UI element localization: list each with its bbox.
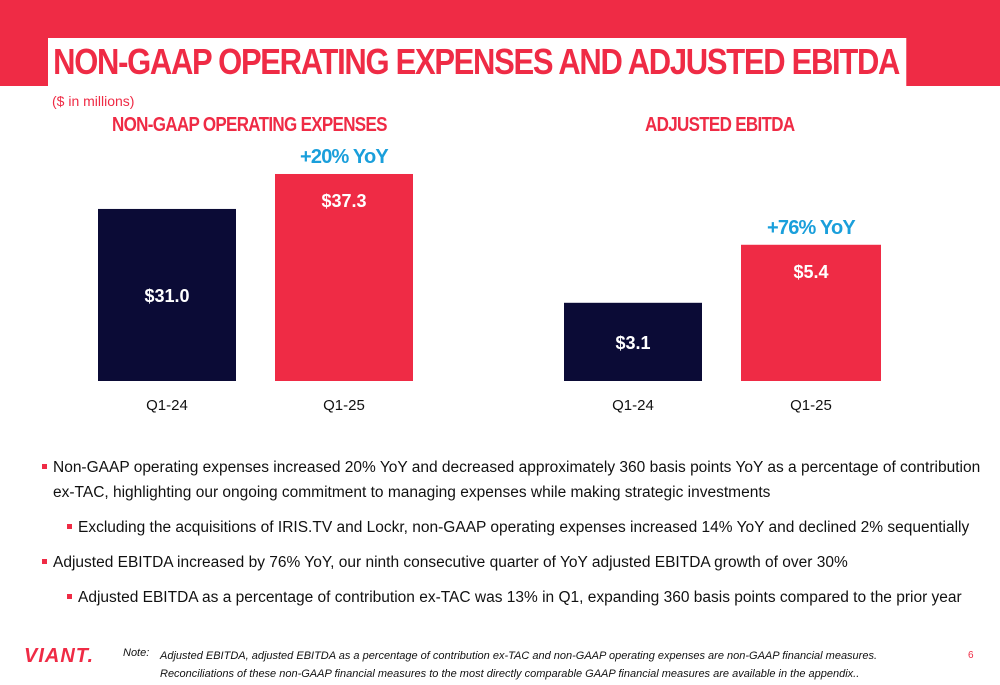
bullet-marker [67, 594, 72, 599]
footnote: Adjusted EBITDA, adjusted EBITDA as a pe… [160, 650, 878, 680]
bar-charts: $31.0 Q1-24 $37.3 Q1-25 +20% YoY $3.1 Q1-24 $5.… [98, 146, 881, 414]
category-label: Q1-25 [790, 397, 832, 414]
page-title: NON-GAAP OPERATING EXPENSES AND ADJUSTED… [48, 38, 906, 86]
yoy-annotation: +20% YoY [300, 146, 389, 168]
bar-ebitda-q1-24 [564, 302, 702, 381]
bullet-marker [42, 464, 47, 469]
bullet-text: Excluding the acquisitions of IRIS.TV an… [78, 519, 970, 536]
bullet-marker [42, 559, 47, 564]
sub-bullet-item: Adjusted EBITDA as a percentage of contr… [40, 585, 990, 610]
viant-logo: VIANT. [24, 645, 95, 667]
data-label: $31.0 [144, 286, 189, 306]
bullet-item: Adjusted EBITDA increased by 76% YoY, ou… [40, 550, 990, 575]
units-subtitle: ($ in millions) [52, 93, 135, 109]
category-label: Q1-24 [612, 397, 654, 414]
yoy-annotation: +76% YoY [767, 217, 856, 239]
bullet-list: Non-GAAP operating expenses increased 20… [40, 455, 990, 610]
data-label: $5.4 [793, 262, 828, 282]
chart-title-opex: NON-GAAP OPERATING EXPENSES [112, 114, 387, 136]
note-label: Note: [123, 647, 150, 659]
bullet-text: Adjusted EBITDA increased by 76% YoY, ou… [53, 554, 848, 571]
bar-ebitda-q1-25 [741, 244, 881, 381]
bar-opex-q1-24 [98, 208, 236, 381]
bullet-text: Adjusted EBITDA as a percentage of contr… [78, 589, 962, 606]
page-number: 6 [968, 650, 974, 661]
category-label: Q1-25 [323, 397, 365, 414]
bullet-item: Non-GAAP operating expenses increased 20… [40, 455, 990, 505]
category-label: Q1-24 [146, 397, 188, 414]
bar-opex-q1-25 [275, 173, 413, 381]
bullet-text: Non-GAAP operating expenses increased 20… [53, 459, 981, 501]
data-label: $3.1 [615, 333, 650, 353]
sub-bullet-item: Excluding the acquisitions of IRIS.TV an… [40, 515, 990, 540]
chart-title-ebitda: ADJUSTED EBITDA [645, 114, 795, 136]
bullet-marker [67, 524, 72, 529]
data-label: $37.3 [321, 191, 366, 211]
